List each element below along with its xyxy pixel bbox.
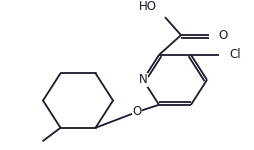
Text: Cl: Cl xyxy=(229,48,241,61)
Text: O: O xyxy=(132,105,142,118)
Text: N: N xyxy=(139,73,147,86)
Text: HO: HO xyxy=(139,0,157,13)
Text: O: O xyxy=(218,29,227,42)
